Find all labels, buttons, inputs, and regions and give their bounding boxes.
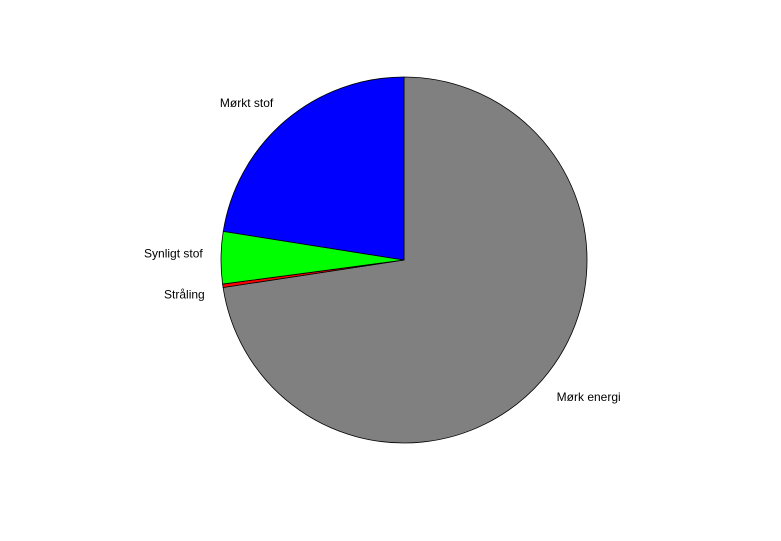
pie-label-synligt-stof: Synligt stof	[144, 246, 203, 260]
pie-slices	[220, 76, 588, 444]
pie-label-straling: Stråling	[164, 287, 205, 301]
pie-slice-mork-energi	[222, 76, 588, 444]
pie-slice-morkt-stof	[222, 76, 405, 261]
pie-label-mork-energi: Mørk energi	[557, 390, 621, 404]
pie-labels: Mørk energi Stråling Synligt stof Mørkt sto…	[144, 96, 621, 404]
pie-label-morkt-stof: Mørkt stof	[220, 96, 274, 110]
